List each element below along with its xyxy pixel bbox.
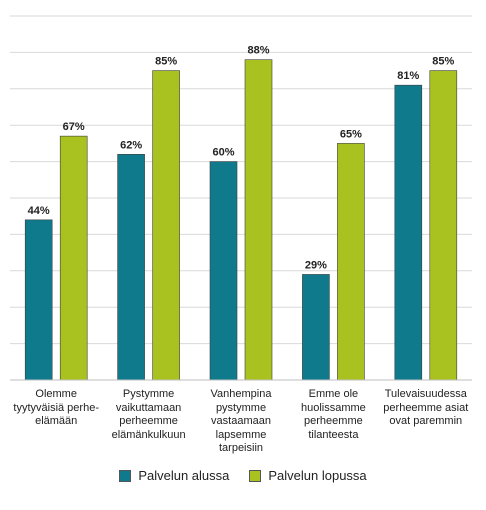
category-label: Emme ole huolissamme perheemme tilanteesta [300,388,366,441]
data-label: 81% [397,70,419,82]
data-label: 60% [212,147,234,159]
category-label: Olemme tyytyväisiä perhe-elämään [13,388,99,427]
category-label: Pystymme vaikuttamaan perheemme elämänkulku… [111,388,186,441]
data-label: 62% [120,139,142,151]
legend-item-end: Palvelun lopussa [249,468,367,483]
legend-swatch-end [249,469,262,482]
data-label: 85% [432,56,454,68]
data-label: 67% [63,121,85,133]
bar-start [209,161,238,381]
bar-end [337,143,365,381]
bar-start [117,154,145,381]
data-label: 44% [28,205,50,217]
legend-label-start: Palvelun alussa [138,468,230,483]
bar-end [429,70,458,381]
legend: Palvelun alussa Palvelun lopussa [0,468,486,483]
data-label: 29% [305,259,327,271]
bar-start [394,84,423,381]
data-labels: 44% 67% 62% 85% 60% 88% 29% 65% 81% 85% [28,45,455,272]
data-label: 88% [247,45,269,57]
category-label: Tulevaisuudessa perheemme asiat ovat parem… [383,388,469,427]
bar-end [59,135,88,381]
bars [24,59,458,381]
legend-label-end: Palvelun lopussa [268,468,367,483]
bar-start [302,274,330,381]
category-label: Vanhempina pystymme vastaamaan lapsemme tarp… [210,388,272,454]
data-label: 65% [340,128,362,140]
legend-item-start: Palvelun alussa [119,468,229,483]
legend-swatch-start [119,469,132,482]
bar-end [244,59,273,381]
data-label: 85% [155,56,177,68]
bar-start [24,219,53,381]
bar-end [152,70,180,381]
